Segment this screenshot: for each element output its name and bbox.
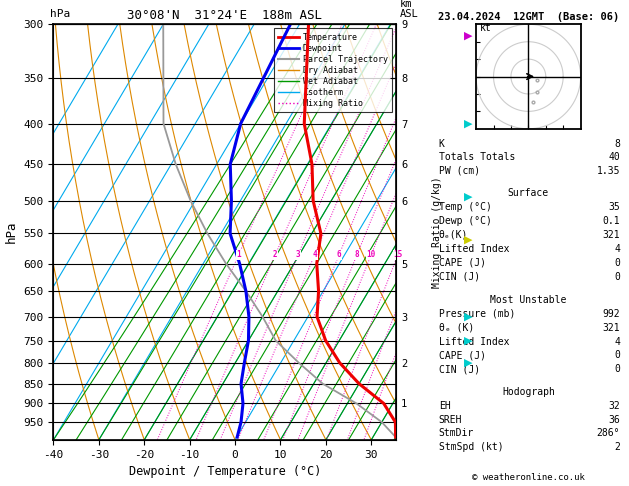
Text: 3: 3 — [296, 250, 300, 260]
Text: 8: 8 — [355, 250, 359, 260]
Text: 4: 4 — [614, 336, 620, 347]
X-axis label: Dewpoint / Temperature (°C): Dewpoint / Temperature (°C) — [129, 465, 321, 478]
Text: ▶: ▶ — [464, 31, 473, 41]
Text: ▶: ▶ — [464, 235, 473, 245]
Text: 1.35: 1.35 — [596, 166, 620, 175]
Text: 4: 4 — [313, 250, 317, 260]
Text: ▶: ▶ — [464, 335, 473, 346]
Text: CAPE (J): CAPE (J) — [438, 350, 486, 360]
Text: θₑ (K): θₑ (K) — [438, 323, 474, 333]
Text: 2: 2 — [614, 442, 620, 452]
Title: 30°08'N  31°24'E  188m ASL: 30°08'N 31°24'E 188m ASL — [127, 9, 323, 22]
Text: θₑ(K): θₑ(K) — [438, 230, 468, 240]
Text: ▶: ▶ — [464, 192, 473, 202]
Text: 2: 2 — [273, 250, 277, 260]
Text: 36: 36 — [608, 415, 620, 425]
Text: 992: 992 — [603, 309, 620, 319]
Text: K: K — [438, 139, 445, 149]
Text: StmSpd (kt): StmSpd (kt) — [438, 442, 503, 452]
Text: Totals Totals: Totals Totals — [438, 152, 515, 162]
Text: SREH: SREH — [438, 415, 462, 425]
Text: CIN (J): CIN (J) — [438, 364, 480, 374]
Text: 23.04.2024  12GMT  (Base: 06): 23.04.2024 12GMT (Base: 06) — [438, 12, 619, 22]
Text: © weatheronline.co.uk: © weatheronline.co.uk — [472, 473, 585, 482]
Text: 10: 10 — [367, 250, 376, 260]
Text: 0: 0 — [614, 350, 620, 360]
Text: Pressure (mb): Pressure (mb) — [438, 309, 515, 319]
Text: 40: 40 — [608, 152, 620, 162]
Text: Surface: Surface — [508, 188, 549, 198]
Text: ▶: ▶ — [464, 358, 473, 368]
Text: Temp (°C): Temp (°C) — [438, 202, 491, 212]
Text: 15: 15 — [393, 250, 403, 260]
Text: 286°: 286° — [596, 428, 620, 438]
Text: 32: 32 — [608, 401, 620, 411]
Text: 6: 6 — [337, 250, 342, 260]
Text: 0.1: 0.1 — [603, 216, 620, 226]
Text: Lifted Index: Lifted Index — [438, 244, 509, 254]
Text: Hodograph: Hodograph — [502, 387, 555, 397]
Text: 0: 0 — [614, 364, 620, 374]
Legend: Temperature, Dewpoint, Parcel Trajectory, Dry Adiabat, Wet Adiabat, Isotherm, Mi: Temperature, Dewpoint, Parcel Trajectory… — [274, 29, 392, 112]
Text: Lifted Index: Lifted Index — [438, 336, 509, 347]
Text: EH: EH — [438, 401, 450, 411]
Text: 0: 0 — [614, 272, 620, 282]
Text: km
ASL: km ASL — [399, 0, 418, 19]
Text: 0: 0 — [614, 258, 620, 268]
Text: ▶: ▶ — [464, 119, 473, 129]
Y-axis label: hPa: hPa — [5, 221, 18, 243]
Text: CAPE (J): CAPE (J) — [438, 258, 486, 268]
Text: Dewp (°C): Dewp (°C) — [438, 216, 491, 226]
Text: kt: kt — [479, 23, 491, 33]
Text: CIN (J): CIN (J) — [438, 272, 480, 282]
Text: PW (cm): PW (cm) — [438, 166, 480, 175]
Text: ▶: ▶ — [464, 312, 473, 322]
Text: Mixing Ratio (g/kg): Mixing Ratio (g/kg) — [432, 176, 442, 288]
Text: 1: 1 — [237, 250, 241, 260]
Text: hPa: hPa — [50, 9, 70, 19]
Text: 35: 35 — [608, 202, 620, 212]
Text: StmDir: StmDir — [438, 428, 474, 438]
Text: 321: 321 — [603, 323, 620, 333]
Text: 321: 321 — [603, 230, 620, 240]
Text: Most Unstable: Most Unstable — [490, 295, 567, 305]
Text: 4: 4 — [614, 244, 620, 254]
Text: 8: 8 — [614, 139, 620, 149]
